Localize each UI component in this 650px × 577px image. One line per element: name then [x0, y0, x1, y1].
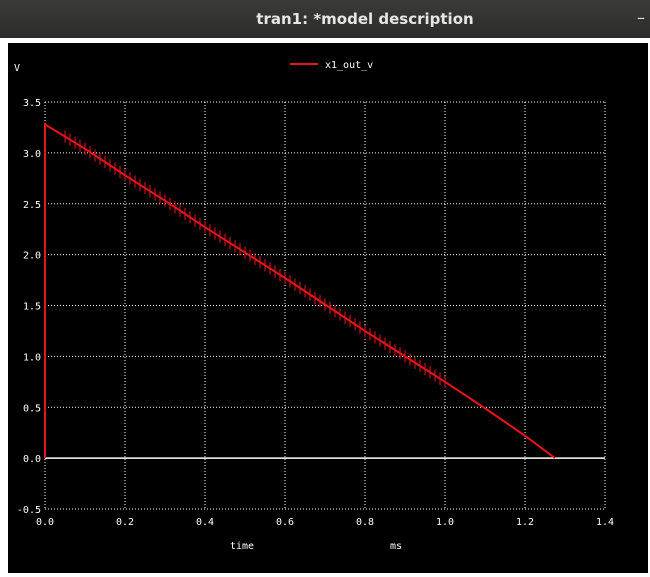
minimize-icon[interactable]: – [637, 8, 645, 27]
y-unit-label: V [14, 63, 20, 74]
y-tick-label: 1.0 [23, 352, 41, 363]
x-tick-label: 0.6 [276, 517, 294, 528]
x-tick-label: 0.8 [356, 517, 374, 528]
y-tick-label: -0.5 [17, 505, 41, 516]
x-axis-label: time [230, 541, 254, 552]
y-tick-label: 0.0 [23, 454, 41, 465]
x-unit-label: ms [390, 541, 402, 552]
x-tick-label: 1.0 [436, 517, 454, 528]
x-tick-label: 0.0 [36, 517, 54, 528]
y-tick-label: 3.0 [23, 149, 41, 160]
tick-labels: 0.0 0.2 0.4 0.6 0.8 1.0 1.2 1.4-0.50.00.51.01.5… [17, 98, 614, 528]
y-tick-label: 1.5 [23, 302, 41, 313]
chart-svg: 0.0 0.2 0.4 0.6 0.8 1.0 1.2 1.4-0.50.00.51.01.5… [14, 60, 614, 552]
legend: x1_out_v [290, 60, 373, 71]
y-tick-label: 3.5 [23, 98, 41, 109]
plot-area[interactable]: 0.0 0.2 0.4 0.6 0.8 1.0 1.2 1.4 -0.5 0.0 0.5 1.0 1.5… [8, 43, 648, 573]
window-title: tran1: *model description [256, 10, 474, 28]
x-tick-label: 1.2 [516, 517, 534, 528]
x-tick-label: 0.4 [196, 517, 214, 528]
grid-lines [44, 101, 606, 510]
series-layer [44, 122, 556, 459]
y-tick-label: 2.5 [23, 200, 41, 211]
title-bar[interactable]: tran1: *model description – [0, 0, 650, 38]
y-tick-label: 0.5 [23, 403, 41, 414]
y-tick-label: 2.0 [23, 251, 41, 262]
legend-label: x1_out_v [325, 60, 373, 71]
x-tick-label: 0.2 [116, 517, 134, 528]
x-tick-label: 1.4 [596, 517, 614, 528]
